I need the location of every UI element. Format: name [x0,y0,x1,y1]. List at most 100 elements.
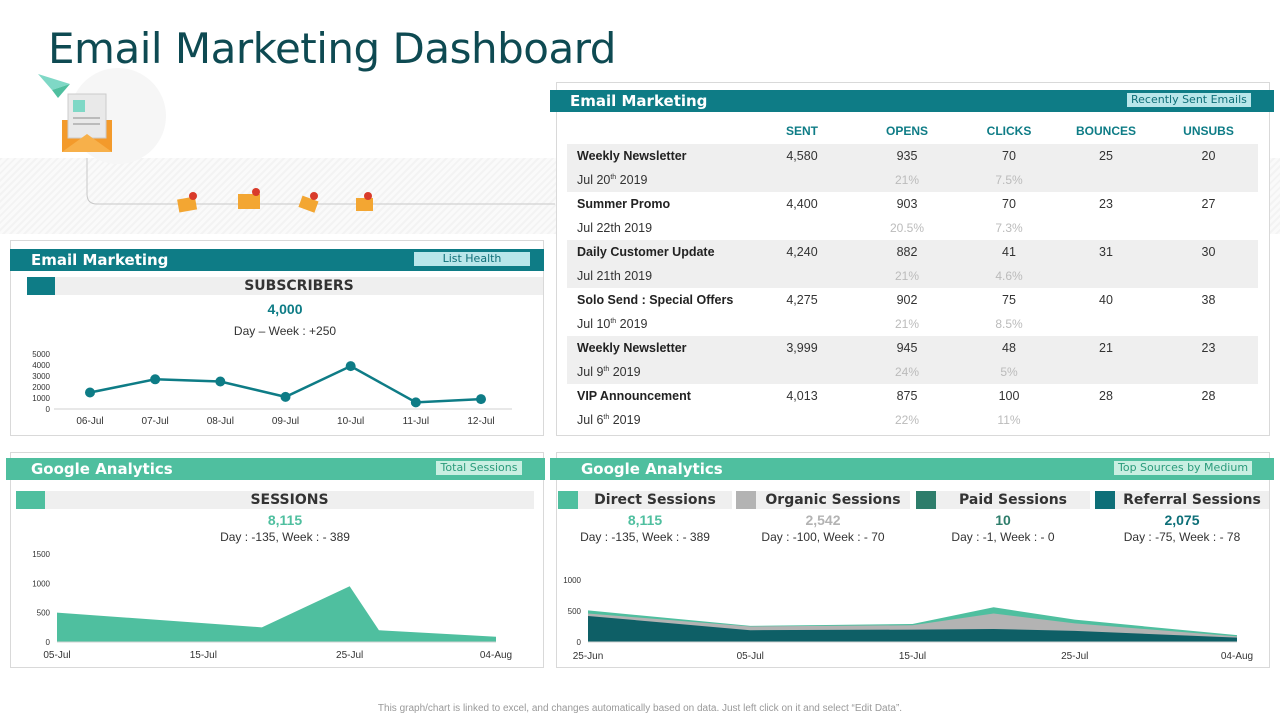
recently-sent-tag[interactable]: Recently Sent Emails [1127,93,1251,107]
x-tick-label: 25-Jul [336,650,363,661]
x-tick-label: 25-Jun [573,651,604,662]
col-opens[interactable]: OPENS [885,124,928,138]
table-row[interactable]: Weekly Newsletter 4,580 935 70 25 20 [567,144,1258,168]
y-tick-label: 1000 [32,579,50,588]
list-health-header: Email Marketing List Health [10,249,544,271]
table-row[interactable]: Daily Customer Update 4,240 882 41 31 30 [567,240,1258,264]
row-date: Jul 9th 2019 [567,360,755,384]
y-tick-label: 500 [568,607,582,616]
table-row[interactable]: Summer Promo 4,400 903 70 23 27 [567,192,1258,216]
subscribers-color-square [27,277,55,295]
table-row-detail: Jul 6th 2019 22% 11% [567,408,1258,432]
row-open-pct: 22% [894,413,920,427]
row-opens: 945 [849,336,965,360]
x-tick-label: 07-Jul [142,416,169,427]
data-point[interactable] [476,394,486,405]
sessions-label: SESSIONS [45,491,534,509]
sessions-color-square [16,491,45,509]
row-date-text: Jul 22th 2019 [577,221,653,235]
data-point[interactable] [85,387,95,398]
sessions-value: 8,115 [267,512,303,528]
row-sent: 4,013 [786,389,818,403]
row-date-text: Jul 20 [577,173,611,187]
row-date-text: Jul 9 [577,365,604,379]
col-sent[interactable]: SENT [785,124,818,138]
row-click-pct: 8.5% [995,317,1023,331]
table-row[interactable]: VIP Announcement 4,013 875 100 28 28 [567,384,1258,408]
paper-plane-icon [38,74,70,90]
data-point[interactable] [345,361,356,372]
row-open-pct: 21% [849,264,965,288]
row-bounces: 28 [1099,389,1113,403]
source-series-area [588,615,1237,642]
source-color-square [916,491,936,509]
email-table: SENT OPENS CLICKS BOUNCES UNSUBS Weekly … [567,118,1258,432]
subscribers-sub: Day – Week : +250 [233,324,337,338]
row-sent: 4,275 [786,293,818,307]
row-name: Weekly Newsletter [567,336,755,360]
row-open-pct: 21% [894,317,920,331]
x-tick-label: 10-Jul [337,416,364,427]
mail-alert-icon [298,192,319,213]
list-health-tag[interactable]: List Health [414,252,530,266]
source-value: 2,542 [805,512,841,528]
row-name: VIP Announcement [577,389,691,403]
row-date: Jul 6th 2019 [567,408,755,432]
col-bounces[interactable]: BOUNCES [1075,124,1136,138]
row-name: Daily Customer Update [567,240,755,264]
table-row[interactable]: Weekly Newsletter 3,999 945 48 21 23 [567,336,1258,360]
x-tick-label: 15-Jul [899,651,926,662]
x-tick-label: 04-Aug [1221,651,1253,662]
x-tick-label: 11-Jul [403,416,430,427]
y-tick-label: 0 [577,638,582,647]
col-unsubs[interactable]: UNSUBS [1183,124,1234,138]
top-sources-tag[interactable]: Top Sources by Medium [1114,461,1252,475]
sessions-header: Google Analytics Total Sessions [6,458,545,480]
row-date-sup: th [603,413,610,421]
y-tick-label: 500 [37,609,51,618]
y-tick-label: 0 [46,638,51,647]
row-sent: 3,999 [755,336,849,360]
row-date-year: 2019 [609,413,641,427]
row-date-year: 2019 [616,317,648,331]
x-tick-label: 08-Jul [207,416,234,427]
row-open-pct: 20.5% [889,221,925,235]
table-row-detail: Jul 21th 2019 21% 4.6% [567,264,1258,288]
row-date: Jul 20th 2019 [567,168,755,192]
row-opens: 935 [849,144,965,168]
row-date-year: 2019 [616,173,648,187]
row-opens: 903 [896,197,918,211]
row-clicks: 41 [965,240,1053,264]
x-tick-label: 05-Jul [737,651,764,662]
row-click-pct: 7.3% [995,221,1023,235]
row-unsubs: 27 [1201,197,1216,211]
data-point[interactable] [215,376,226,387]
table-row-detail: Jul 20th 2019 21% 7.5% [567,168,1258,192]
row-open-pct: 24% [849,360,965,384]
source-label: Direct Sessions [578,491,732,509]
x-tick-label: 12-Jul [467,416,494,427]
col-clicks[interactable]: CLICKS [986,124,1032,138]
row-date-year: 2019 [609,365,641,379]
data-point[interactable] [280,391,291,402]
email-table-header: Email Marketing Recently Sent Emails [550,90,1274,112]
x-tick-label: 04-Aug [480,650,512,661]
row-bounces: 25 [1053,144,1159,168]
row-opens: 875 [896,389,918,403]
row-bounces: 21 [1053,336,1159,360]
row-date: Jul 21th 2019 [567,264,755,288]
data-point[interactable] [150,374,161,385]
row-unsubs: 23 [1159,336,1258,360]
source-sub: Day : -75, Week : - 78 [1123,530,1241,544]
row-bounces: 23 [1099,197,1113,211]
source-sub: Day : -100, Week : - 70 [761,530,885,544]
row-name: Solo Send : Special Offers [577,293,734,307]
list-health-header-text: Email Marketing [31,251,169,269]
data-point[interactable] [410,397,421,408]
table-row[interactable]: Solo Send : Special Offers 4,275 902 75 40 38 [567,288,1258,312]
sources-header: Google Analytics Top Sources by Medium [550,458,1274,480]
row-date-sup: th [603,365,610,373]
sources-header-text: Google Analytics [581,460,723,478]
total-sessions-tag[interactable]: Total Sessions [436,461,522,475]
x-tick-label: 09-Jul [272,416,299,427]
